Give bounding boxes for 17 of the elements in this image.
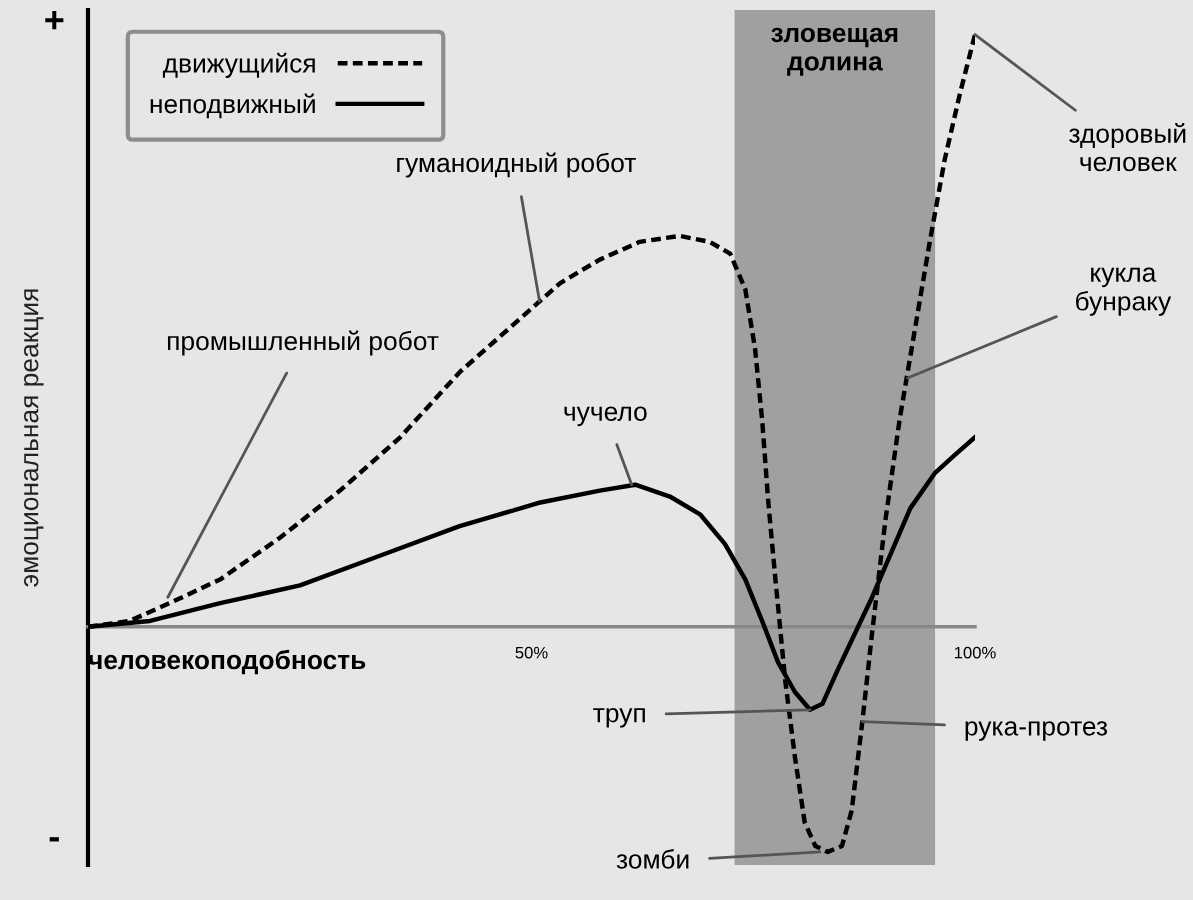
annotation: гуманоидный робот [397,152,636,178]
x-tick-label: 50% [515,646,548,659]
annotation: труп [593,707,645,728]
annotation: чучело [564,406,647,427]
x-axis-title: человекоподобность [89,649,366,675]
annotation: рука-протез [965,721,1108,741]
annotation: здоровый человек [1069,123,1186,172]
legend-label: неподвижный [150,93,315,119]
y-axis-title: эмоциональная реакция [23,289,44,587]
legend-label: движущийся [162,52,315,78]
text: - [49,837,59,842]
x-tick-label: 100% [954,646,996,659]
band-label: зловещая долина [771,27,898,76]
annotation: зомби [616,849,689,869]
annotation: кукла бунраку [1076,267,1172,316]
text: + [45,10,64,30]
annotation: промышленный робот [167,330,439,356]
